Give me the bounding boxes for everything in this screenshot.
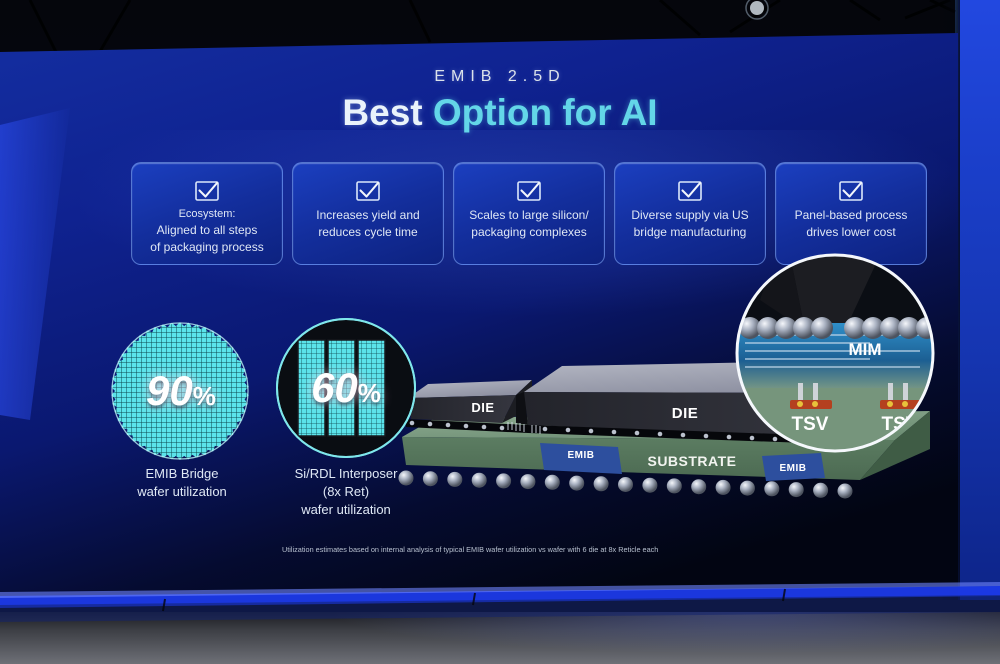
svg-text:TSV: TSV [792,414,829,435]
svg-text:MIM: MIM [848,340,881,359]
